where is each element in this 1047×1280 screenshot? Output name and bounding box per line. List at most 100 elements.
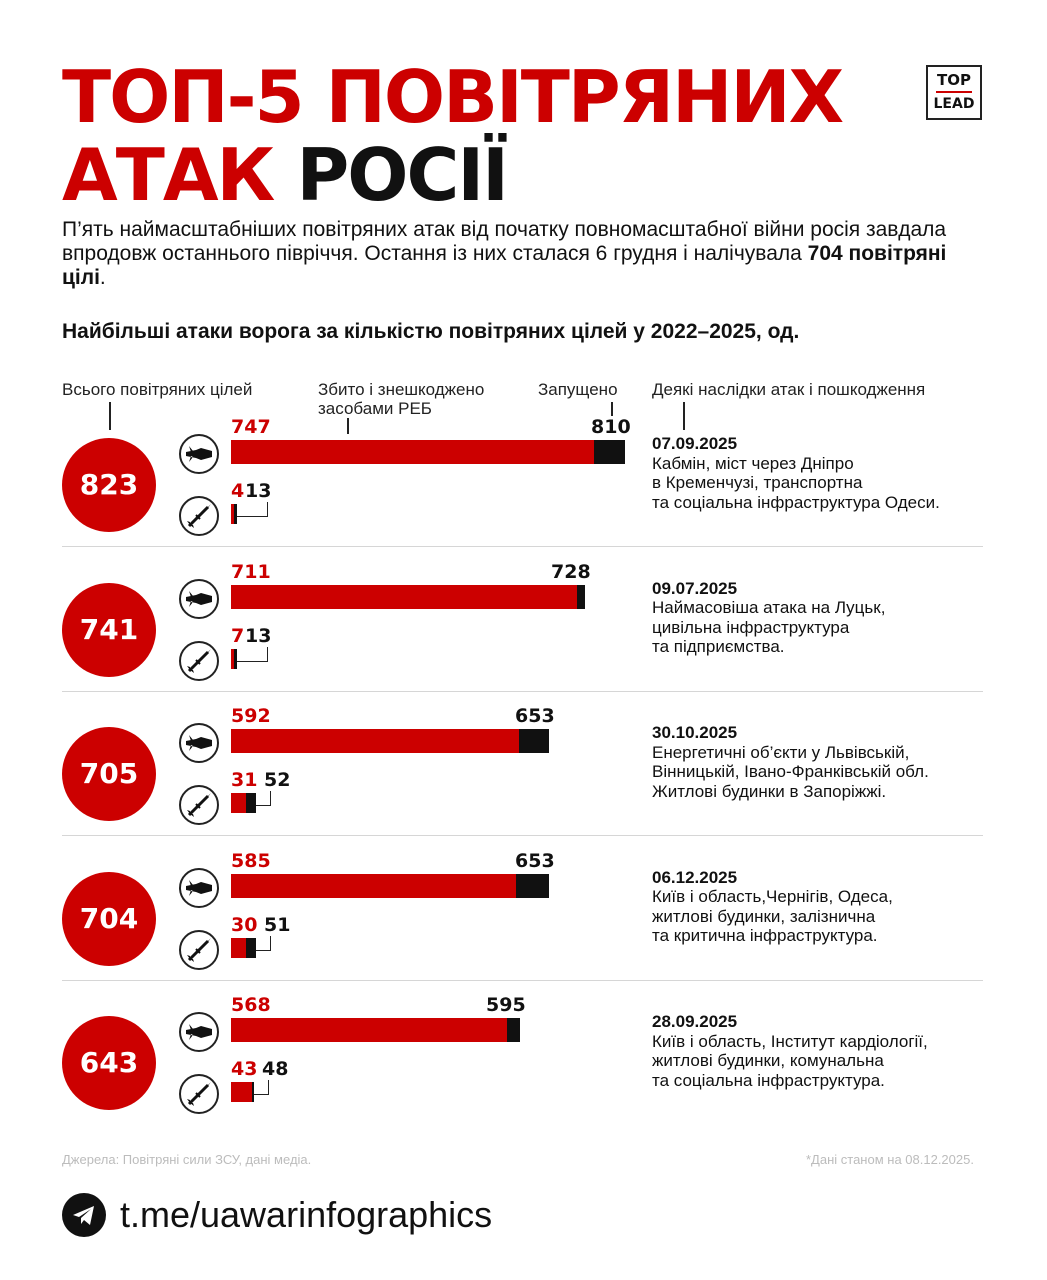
note-line: Кабмін, міст через Дніпро (652, 453, 854, 473)
missile-leader-line (237, 646, 268, 662)
missiles-shot-label: 31 (231, 769, 258, 791)
consequences-note: 06.12.2025 Київ і область,Чернігів, Одеса… (652, 868, 992, 946)
note-line: та соціальна інфраструктура Одеси. (652, 492, 940, 512)
drones-shot-bar (231, 1018, 507, 1042)
drones-shot-label: 592 (231, 705, 271, 727)
drones-launched-label: 810 (591, 416, 631, 438)
missile-leader-line (256, 791, 271, 806)
logo-bottom: LEAD (933, 96, 975, 112)
missiles-launched-label: 51 (264, 913, 291, 936)
drone-icon (179, 434, 219, 474)
note-line: та критична інфраструктура. (652, 926, 878, 945)
missiles-launched-bar (231, 648, 237, 669)
note-line: цивільна інфраструктура (652, 617, 850, 637)
total-value: 704 (79, 901, 139, 935)
title-line1: ТОП-5 ПОВІТРЯНИХ (62, 55, 844, 139)
logo-top: TOP (937, 71, 971, 89)
intro-part2: . (99, 266, 106, 289)
missile-leader-line (254, 1080, 269, 1095)
total-circle: 741 (62, 582, 156, 677)
total-value: 741 (79, 612, 139, 646)
title-line2-black: РОСІЇ (296, 133, 509, 217)
header-total-tick (109, 402, 111, 430)
missiles-launched-label: 13 (245, 624, 272, 647)
missile-icon (179, 929, 219, 970)
header-consequences: Деякі наслідки атак і пошкодження (652, 380, 926, 399)
as-of-note: *Дані станом на 08.12.2025. (806, 1152, 974, 1167)
consequences-note: 07.09.2025 Кабмін, міст через Дніпро в Кре… (652, 434, 992, 512)
note-line: Наймасовіша атака на Луцьк, (652, 598, 886, 617)
drones-shot-label: 568 (231, 994, 271, 1016)
drones-shot-label: 711 (231, 560, 271, 583)
toplead-logo: TOP LEAD (926, 65, 982, 120)
total-value: 823 (79, 468, 139, 501)
missile-icon (179, 496, 219, 536)
total-circle: 643 (62, 1016, 156, 1110)
attack-date: 07.09.2025 (652, 434, 738, 453)
attack-date: 30.10.2025 (652, 723, 738, 742)
note-line: житлові будинки, комунальна (652, 1051, 884, 1070)
intro-bold: 704 повітряні цілі (62, 242, 947, 289)
attack-date: 28.09.2025 (652, 1012, 738, 1031)
drones-launched-label: 728 (551, 560, 591, 583)
drone-icon (179, 867, 219, 908)
missiles-launched-label: 13 (245, 480, 272, 502)
row-separator (62, 835, 983, 836)
title-line2-red: АТАК (62, 133, 275, 217)
missiles-shot-label: 30 (231, 913, 258, 936)
drone-icon (179, 1012, 219, 1052)
total-circle: 704 (62, 871, 156, 966)
missile-leader-line (256, 935, 271, 951)
missiles-shot-bar (231, 793, 246, 813)
missiles-shot-bar (231, 504, 234, 524)
total-circle: 705 (62, 727, 156, 821)
missile-leader-line (237, 502, 268, 517)
missile-icon (179, 640, 219, 681)
drones-shot-bar (231, 440, 594, 464)
missiles-launched-label: 52 (264, 769, 291, 791)
intro-text: П’ять наймасштабніших повітряних атак ві… (62, 218, 992, 290)
drones-launched-label: 653 (515, 849, 555, 872)
chart-subtitle: Найбільші атаки ворога за кількістю пові… (62, 320, 800, 343)
source-note: Джерела: Повітряні сили ЗСУ, дані медіа. (62, 1152, 312, 1167)
missiles-shot-bar (231, 1082, 252, 1102)
drones-shot-bar (231, 729, 519, 753)
header-launched-tick (611, 402, 613, 416)
note-line: Вінницькій, Івано-Франківській обл. (652, 762, 929, 781)
consequences-note: 30.10.2025 Енергетичні об’єкти у Львівськ… (652, 723, 992, 801)
consequences-note: 28.09.2025 Київ і область, Інститут карді… (652, 1012, 992, 1090)
header-total: Всього повітряних цілей (62, 380, 253, 399)
missiles-shot-label: 43 (231, 1058, 258, 1080)
note-line: Київ і область, Інститут кардіології, (652, 1031, 928, 1051)
note-line: в Кременчузі, транспортна (652, 473, 863, 492)
telegram-link[interactable]: t.me/uawarinfographics (120, 1194, 493, 1235)
header-launched: Запущено (538, 380, 618, 399)
row-separator (62, 691, 983, 692)
note-line: Енергетичні об’єкти у Львівській, (652, 742, 910, 762)
note-line: та підприємства. (652, 637, 785, 656)
telegram-icon[interactable] (62, 1193, 106, 1237)
note-line: Житлові будинки в Запоріжжі. (652, 781, 887, 801)
missiles-shot-bar (231, 937, 246, 958)
drones-launched-label: 595 (486, 994, 526, 1016)
attack-date: 06.12.2025 (652, 867, 738, 887)
note-line: житлові будинки, залізнична (652, 906, 876, 926)
missile-icon (179, 785, 219, 825)
note-line: та соціальна інфраструктура. (652, 1070, 885, 1090)
missile-icon (179, 1074, 219, 1114)
drone-icon (179, 578, 219, 619)
row-separator (62, 980, 983, 981)
attack-date: 09.07.2025 (652, 578, 738, 598)
missiles-launched-bar (231, 504, 237, 524)
drones-shot-bar (231, 873, 516, 898)
missiles-shot-label: 4 (231, 480, 245, 502)
intro-part1: П’ять наймасштабніших повітряних атак ві… (62, 218, 947, 265)
total-value: 705 (79, 757, 139, 790)
missiles-shot-bar (231, 648, 234, 669)
drones-launched-label: 653 (515, 705, 555, 727)
header-shot: Збито і знешкоджено засобами РЕБ (318, 380, 485, 418)
consequences-note: 09.07.2025 Наймасовіша атака на Луцьк, цив… (652, 579, 992, 657)
total-value: 643 (79, 1046, 139, 1079)
missiles-shot-label: 7 (231, 624, 245, 647)
note-line: Київ і область,Чернігів, Одеса, (652, 887, 893, 906)
